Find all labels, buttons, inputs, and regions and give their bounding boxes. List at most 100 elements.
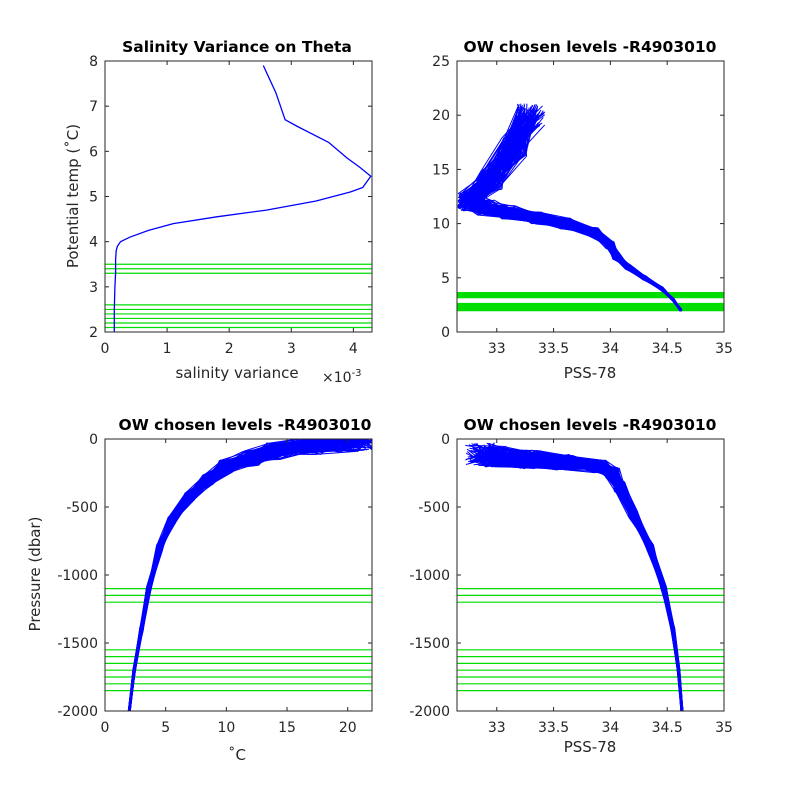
profile-line <box>476 458 682 711</box>
profile-line <box>129 439 299 711</box>
y-tick-label: 0 <box>441 432 450 448</box>
profile-line <box>477 447 682 711</box>
profile-line <box>127 442 360 711</box>
profile-line <box>129 441 353 711</box>
x-tick-label: 0 <box>101 720 110 736</box>
profile-line <box>483 449 682 711</box>
profile-line <box>129 439 368 711</box>
profile-line <box>128 439 359 711</box>
profile-line <box>127 439 360 711</box>
profile-line <box>129 439 352 711</box>
profile-line <box>481 448 684 711</box>
profile-line <box>129 443 362 711</box>
profile-line <box>491 448 682 711</box>
profile-line <box>127 439 358 711</box>
profile-line <box>127 441 359 711</box>
panel-salinity-pressure: OW chosen levels -R4903010 PSS-78 33 33.5… <box>409 416 733 756</box>
profile-line <box>486 447 683 711</box>
profile-line <box>465 452 682 711</box>
profile-line <box>128 439 360 711</box>
profile-line <box>129 439 357 711</box>
profile-line <box>481 454 684 711</box>
profile-line <box>488 450 684 711</box>
y-tick-label: -2000 <box>57 704 98 720</box>
profile-line <box>127 439 347 711</box>
profile-line <box>128 439 353 711</box>
profile-line <box>481 451 683 711</box>
profile-line <box>127 439 371 711</box>
x-tick-label: 35 <box>715 341 733 357</box>
x-tick-label: 33 <box>488 720 506 736</box>
profile-line <box>129 439 353 711</box>
profile-line <box>128 440 361 711</box>
profile-line <box>129 439 359 711</box>
profile-line <box>485 449 684 711</box>
y-tick-label: 6 <box>89 144 98 160</box>
x-tick-label: 34.5 <box>652 720 683 736</box>
profile-line <box>129 439 355 711</box>
y-tick-label: 10 <box>432 217 450 233</box>
profile-line <box>469 446 683 711</box>
profile-line <box>129 439 357 711</box>
profile-line <box>479 445 684 711</box>
profile-line <box>465 120 682 311</box>
profile-line <box>129 439 363 711</box>
y-tick-label: -500 <box>66 500 98 516</box>
series-line <box>113 65 372 332</box>
panel-3-plot-area: 0 5 10 15 20 -2000 -1500 -1000 -500 0 <box>57 432 373 736</box>
profile-line <box>128 439 351 711</box>
profile-line <box>485 452 683 711</box>
profile-line <box>128 439 366 711</box>
profile-line <box>128 439 372 711</box>
x-tick-label: 35 <box>715 720 733 736</box>
profile-line <box>492 446 683 711</box>
panel-theta-salinity: OW chosen levels -R4903010 PSS-78 33 33.5… <box>432 38 733 382</box>
x-tick-label: 20 <box>339 720 357 736</box>
profile-line <box>470 460 682 711</box>
y-tick-label: 4 <box>89 235 98 251</box>
profile-line <box>128 445 370 711</box>
profile-line <box>488 451 682 711</box>
profile-line <box>493 456 682 711</box>
profile-line <box>489 458 682 711</box>
profile-line <box>472 452 683 711</box>
profile-line <box>128 443 359 711</box>
profile-line <box>127 439 355 711</box>
profile-line <box>469 449 684 711</box>
y-tick-label: 5 <box>441 271 450 287</box>
profile-line <box>470 455 683 711</box>
y-tick-label: -1000 <box>57 568 98 584</box>
profile-line <box>129 439 333 711</box>
profile-line <box>465 444 683 711</box>
panel-4-xlabel: PSS-78 <box>564 738 617 756</box>
profile-line <box>128 439 372 711</box>
profile-line <box>478 454 682 711</box>
profile-line <box>480 450 683 711</box>
profile-line <box>483 446 682 711</box>
profile-line <box>488 455 682 711</box>
profile-line <box>128 439 330 711</box>
profile-line <box>489 455 683 711</box>
profile-line <box>481 450 682 711</box>
profile-line <box>482 447 684 711</box>
y-tick-label: -1500 <box>57 636 98 652</box>
profile-line <box>469 450 684 711</box>
profile-line <box>484 447 684 711</box>
profile-line <box>486 442 682 711</box>
profile-line <box>129 439 354 711</box>
y-tick-label: 0 <box>441 325 450 341</box>
profile-line <box>129 439 371 711</box>
profile-line <box>478 447 684 711</box>
profile-line <box>493 447 682 711</box>
profile-line <box>472 459 683 711</box>
profile-line <box>489 446 682 711</box>
profile-line <box>128 439 322 711</box>
profile-line <box>128 439 355 711</box>
profile-line <box>477 452 684 711</box>
profile-line <box>470 450 682 711</box>
profile-line <box>484 456 683 711</box>
x-tick-label: 4 <box>349 341 358 357</box>
profile-line <box>460 104 682 311</box>
profile-line <box>491 456 683 711</box>
